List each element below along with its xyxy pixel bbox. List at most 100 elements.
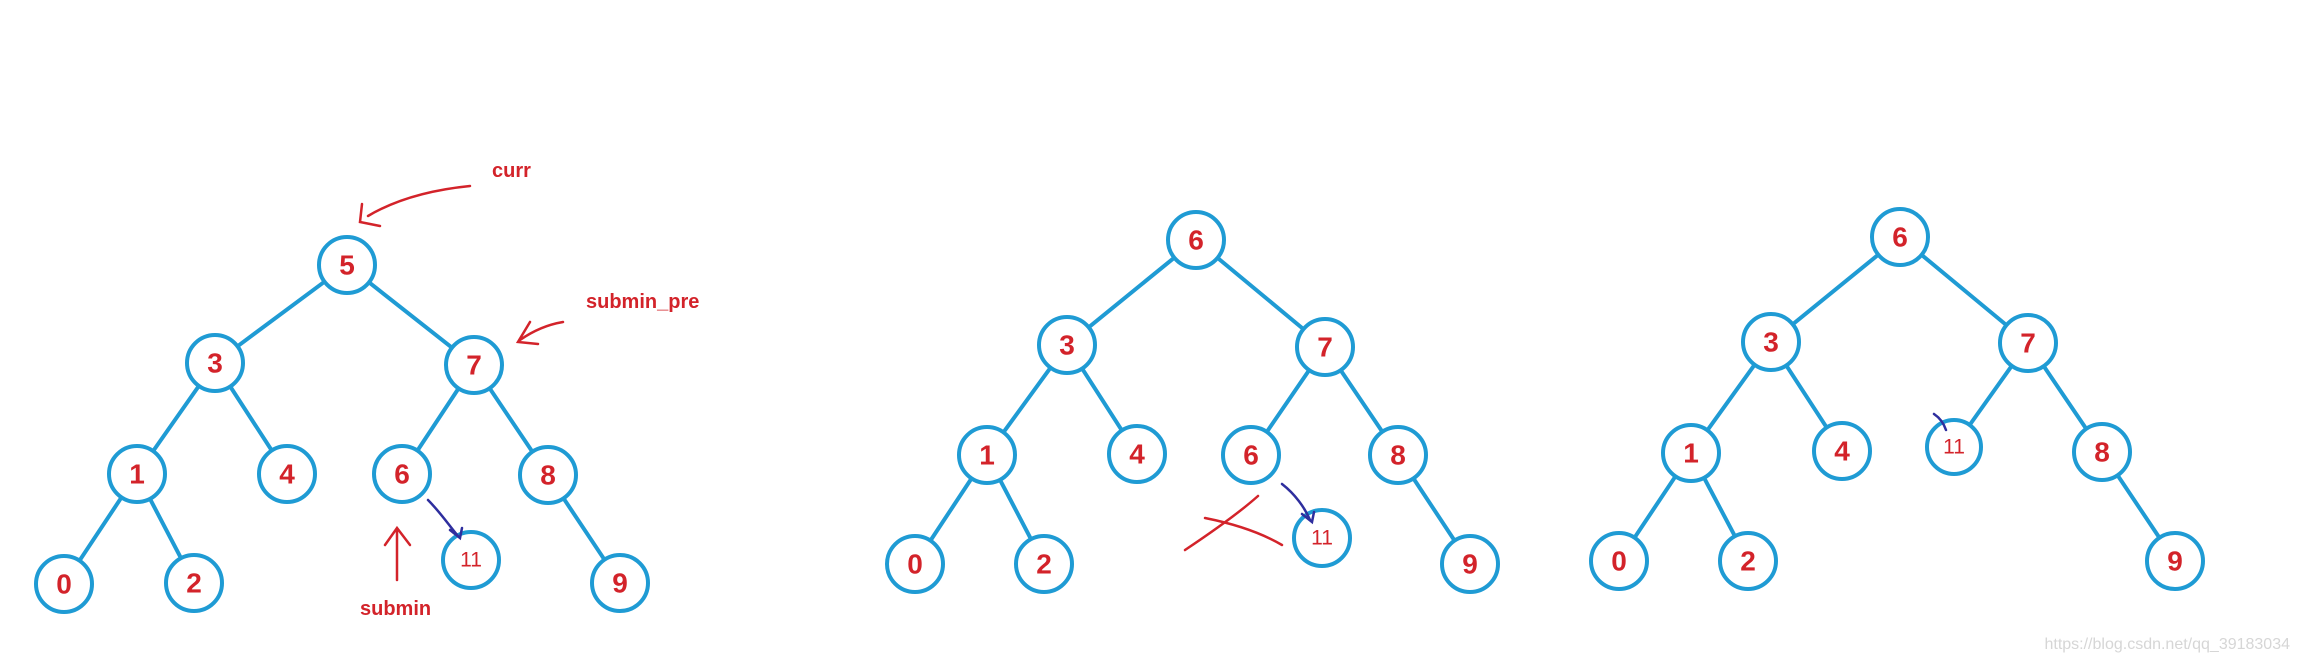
node-label: 3 [1763,327,1779,358]
node-circle [1812,421,1872,481]
node-label: 0 [56,569,72,600]
submin-pre-arrow [515,320,565,346]
node-label: 6 [1243,440,1259,471]
node-label: 2 [186,568,202,599]
node-circle [444,335,504,395]
node-circle [1221,425,1281,485]
edge-m7-m6b [1264,368,1312,434]
tree-node-a8: 8 [2072,422,2132,482]
tree-node-m7: 7 [1295,317,1355,377]
node-circle [2145,531,2205,591]
node-circle [1925,418,1983,476]
tree-node-m3: 3 [1037,315,1097,375]
edge-n5-n3 [235,279,327,349]
submin-arrow [383,525,412,582]
delete-cross [1183,494,1284,552]
node-circle [1718,531,1778,591]
node-label: 11 [460,549,482,572]
move-arrow-3 [1932,412,1948,432]
edge-m8-m9 [1411,476,1457,543]
node-circle [164,553,224,613]
tree-node-m6: 6 [1166,210,1226,270]
node-circle [590,553,650,613]
node-circle [372,444,432,504]
edge-n1-n2 [147,496,184,561]
edge-m3-m1 [1001,365,1053,435]
tree-node-a6: 6 [1870,207,1930,267]
edge-a7-a11 [1967,363,2014,428]
node-label: 4 [279,459,295,490]
tree-node-a7: 7 [1998,313,2058,373]
edge-n7-n6 [415,386,461,453]
node-circle [1440,534,1500,594]
tree-node-n9: 9 [590,553,650,613]
tree-node-a0: 0 [1589,531,1649,591]
edge-a8-a9 [2115,473,2162,540]
node-label: 1 [1683,438,1699,469]
edge-a3-a4 [1784,363,1829,430]
curr-annotation: curr [358,160,531,228]
edge-n3-n1 [151,383,201,454]
node-circle [1037,315,1097,375]
tree-node-n0: 0 [34,554,94,614]
move-arrow-2 [1280,482,1316,525]
edge-a6-a3 [1790,252,1881,327]
submin-pre-label: submin_pre [586,291,699,313]
tree-node-n11: 11 [441,530,501,590]
tree-node-m6b: 6 [1221,425,1281,485]
node-circle [1107,424,1167,484]
node-label: 8 [1390,440,1406,471]
tree-node-m9: 9 [1440,534,1500,594]
tree-node-n4: 4 [257,444,317,504]
node-label: 8 [2094,437,2110,468]
tree-node-n6: 6 [372,444,432,504]
tree-node-m11: 11 [1292,508,1352,568]
node-circle [1368,425,1428,485]
tree-node-a2: 2 [1718,531,1778,591]
node-circle [1870,207,1930,267]
tree-node-n7: 7 [444,335,504,395]
node-label: 9 [2167,546,2183,577]
tree-node-n2: 2 [164,553,224,613]
node-label: 9 [612,568,628,599]
tree-node-a4: 4 [1812,421,1872,481]
node-label: 7 [2020,328,2036,359]
tree-node-m0: 0 [885,534,945,594]
node-circle [257,444,317,504]
node-circle [518,445,578,505]
edges-layer [77,252,2162,563]
edge-m6-m7 [1215,255,1306,332]
tree-node-n3: 3 [185,333,245,393]
node-label: 6 [394,459,410,490]
node-circle [107,444,167,504]
edge-m7-m8 [1338,368,1385,434]
edge-a3-a1 [1705,362,1757,433]
edge-m1-m2 [997,477,1034,542]
node-label: 11 [1943,436,1965,459]
node-label: 3 [1059,330,1075,361]
edge-a6-a7 [1919,252,2009,328]
node-label: 7 [466,350,482,381]
edge-m6-m3 [1086,255,1177,330]
node-circle [1998,313,2058,373]
node-circle [1292,508,1352,568]
tree-node-a11: 11 [1925,418,1983,476]
node-circle [2072,422,2132,482]
node-circle [1295,317,1355,377]
submin-pre-annotation: submin_pre [515,291,699,346]
node-circle [441,530,501,590]
node-circle [1661,423,1721,483]
node-label: 9 [1462,549,1478,580]
tree-node-a1: 1 [1661,423,1721,483]
edge-n3-n4 [228,384,274,453]
node-label: 3 [207,348,223,379]
node-label: 0 [1611,546,1627,577]
node-circle [1166,210,1226,270]
edge-n8-n9 [561,496,607,562]
node-circle [885,534,945,594]
curr-arrow [358,184,472,228]
tree-node-m4: 4 [1107,424,1167,484]
tree-node-n8: 8 [518,445,578,505]
node-label: 1 [979,440,995,471]
